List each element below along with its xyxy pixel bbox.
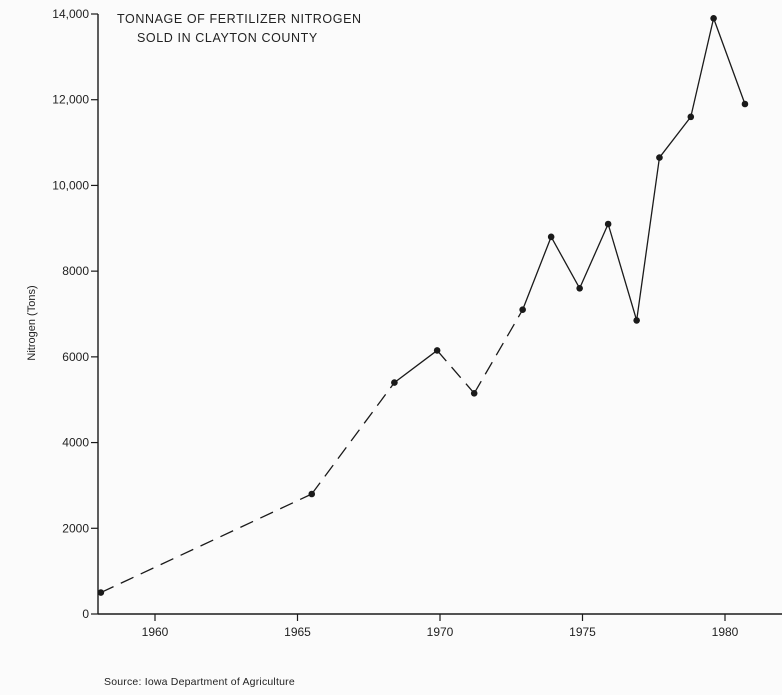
series-line-segment bbox=[690, 18, 715, 118]
chart-axes bbox=[97, 14, 782, 615]
y-tick-label: 0 bbox=[82, 607, 89, 621]
x-tick-label: 1975 bbox=[569, 625, 596, 639]
data-point bbox=[576, 284, 583, 292]
chart-title-line-2: SOLD IN CLAYTON COUNTY bbox=[137, 31, 318, 45]
y-tick-label: 12,000 bbox=[52, 93, 89, 107]
series-line-segment bbox=[636, 157, 661, 321]
x-tick-label: 1970 bbox=[427, 625, 454, 639]
series-points bbox=[97, 14, 749, 596]
data-point bbox=[547, 233, 555, 241]
source-note: Source: Iowa Department of Agriculture bbox=[104, 676, 295, 688]
data-point bbox=[519, 306, 526, 314]
data-point bbox=[97, 589, 105, 596]
series-line-segment bbox=[100, 493, 313, 594]
data-point bbox=[470, 389, 478, 397]
x-tick-label: 1965 bbox=[284, 625, 311, 639]
y-tick-label: 4000 bbox=[62, 436, 89, 450]
y-tick-label: 14,000 bbox=[52, 7, 89, 21]
y-tick-label: 6000 bbox=[62, 350, 89, 364]
series-line-segment bbox=[607, 223, 638, 321]
data-point bbox=[604, 220, 612, 228]
data-point bbox=[656, 154, 663, 161]
y-tick-label: 8000 bbox=[62, 264, 89, 278]
series-line bbox=[100, 18, 746, 594]
series-line-segment bbox=[522, 236, 552, 310]
y-tick-label: 10,000 bbox=[52, 178, 89, 192]
data-point bbox=[308, 490, 316, 498]
x-tick-label: 1960 bbox=[142, 625, 169, 639]
data-point bbox=[633, 317, 640, 324]
series-line-segment bbox=[658, 116, 692, 158]
data-point bbox=[710, 14, 717, 22]
y-axis-ticks: 0 2000 4000 6000 8000 10,000 12,000 14,000 bbox=[52, 7, 98, 621]
series-line-segment bbox=[712, 18, 746, 105]
series-line-segment bbox=[311, 382, 395, 495]
series-line-segment bbox=[394, 349, 438, 384]
series-line-segment bbox=[579, 223, 609, 289]
data-point bbox=[391, 379, 398, 386]
chart-title-line-1: TONNAGE OF FERTILIZER NITROGEN bbox=[117, 12, 362, 26]
y-tick-label: 2000 bbox=[62, 521, 89, 535]
series-line-segment bbox=[550, 236, 581, 289]
data-point bbox=[687, 113, 695, 121]
data-point bbox=[433, 347, 441, 354]
x-tick-label: 1980 bbox=[712, 625, 739, 639]
y-axis-label: Nitrogen (Tons) bbox=[26, 285, 38, 360]
data-point bbox=[741, 100, 749, 108]
series-line-segment bbox=[473, 309, 524, 394]
series-line-segment bbox=[436, 350, 475, 394]
x-axis-ticks: 1960 1965 1970 1975 1980 bbox=[142, 614, 739, 639]
